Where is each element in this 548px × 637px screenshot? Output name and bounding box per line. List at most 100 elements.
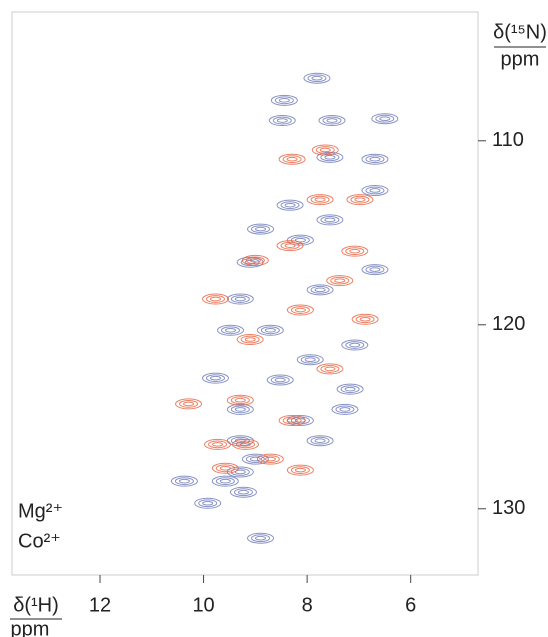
peak xyxy=(256,453,284,465)
y-tick-label: 110 xyxy=(492,129,524,151)
contour-ring xyxy=(209,296,221,302)
peak xyxy=(268,115,296,127)
contour-ring xyxy=(215,477,235,486)
contour-ring xyxy=(361,153,389,165)
peak xyxy=(278,414,306,426)
contour-ring xyxy=(284,243,296,248)
contour-ring xyxy=(310,436,330,445)
peak xyxy=(316,151,344,163)
contour-ring xyxy=(290,306,310,314)
contour-ring xyxy=(361,184,389,196)
contour-ring xyxy=(170,475,198,487)
contour-ring xyxy=(219,478,231,484)
legend-label: Co²⁺ xyxy=(18,530,61,552)
contour-ring xyxy=(335,405,355,414)
contour-ring xyxy=(278,153,306,165)
peak xyxy=(346,194,374,206)
contour-ring xyxy=(272,116,292,125)
peak xyxy=(331,403,359,415)
contour-ring xyxy=(221,326,241,335)
contour-ring xyxy=(290,416,310,425)
contour-ring xyxy=(208,440,228,449)
contour-ring xyxy=(300,355,320,364)
contour-ring xyxy=(205,295,225,303)
contour-ring xyxy=(225,327,237,333)
contour-ring xyxy=(266,374,294,386)
contour-ring xyxy=(286,156,298,162)
peak xyxy=(201,293,229,305)
contour-ring xyxy=(183,401,195,407)
contour-ring xyxy=(230,405,250,414)
peak xyxy=(256,324,284,336)
contour-ring xyxy=(234,407,246,412)
contour-ring xyxy=(201,293,229,305)
contour-ring xyxy=(241,254,269,266)
peak xyxy=(286,304,314,316)
contour-ring xyxy=(175,398,203,410)
peak xyxy=(236,333,264,345)
contour-ring xyxy=(278,98,290,103)
contour-ring xyxy=(255,535,267,541)
peak xyxy=(336,383,364,395)
contour-ring xyxy=(255,226,267,232)
contour-ring xyxy=(230,396,250,405)
y-axis-unit: ppm xyxy=(501,48,540,70)
contour-ring xyxy=(359,316,371,322)
contour-ring xyxy=(318,115,346,127)
contour-ring xyxy=(201,372,229,384)
peak xyxy=(361,153,389,165)
contour-ring xyxy=(339,407,351,412)
contour-ring xyxy=(354,197,366,202)
contour-ring xyxy=(369,188,381,193)
plot-frame xyxy=(11,11,479,576)
contour-ring xyxy=(284,202,296,208)
contour-ring xyxy=(268,115,296,127)
contour-ring xyxy=(306,435,334,447)
contour-ring xyxy=(331,403,359,415)
contour-ring xyxy=(174,477,194,486)
contour-ring xyxy=(226,403,254,415)
contour-ring xyxy=(244,337,256,342)
peak xyxy=(266,374,294,386)
peak xyxy=(326,275,354,287)
contour-ring xyxy=(290,466,310,475)
contour-ring xyxy=(314,197,326,202)
contour-ring xyxy=(178,478,190,484)
contour-ring xyxy=(249,258,261,263)
contour-ring xyxy=(240,258,260,267)
contour-ring xyxy=(198,499,218,508)
contour-ring xyxy=(311,144,339,156)
contour-ring xyxy=(274,96,294,105)
contour-ring xyxy=(233,488,253,497)
x-axis-unit: ppm xyxy=(11,618,50,637)
contour-ring xyxy=(282,416,302,425)
contour-ring xyxy=(212,442,224,447)
contour-ring xyxy=(365,186,385,195)
contour-ring xyxy=(245,455,265,463)
contour-ring xyxy=(334,278,346,283)
contour-ring xyxy=(341,245,369,257)
contour-ring xyxy=(350,195,370,204)
contour-ring xyxy=(230,468,250,476)
contour-ring xyxy=(241,453,269,465)
peak xyxy=(211,462,239,474)
contour-ring xyxy=(229,486,257,498)
contour-ring xyxy=(280,241,300,250)
contour-ring xyxy=(245,256,265,265)
contour-ring xyxy=(270,94,298,106)
contour-ring xyxy=(236,333,264,345)
peak xyxy=(341,245,369,257)
contour-ring xyxy=(282,155,302,164)
contour-ring xyxy=(234,296,246,302)
contour-ring xyxy=(230,295,250,303)
peak xyxy=(194,497,222,509)
peak xyxy=(351,313,379,325)
contour-ring xyxy=(296,354,324,366)
contour-ring xyxy=(270,376,290,384)
peak xyxy=(278,153,306,165)
contour-ring xyxy=(315,146,335,154)
peak xyxy=(226,403,254,415)
contour-ring xyxy=(251,225,271,234)
contour-ring xyxy=(306,284,334,296)
contour-ring xyxy=(307,74,327,83)
